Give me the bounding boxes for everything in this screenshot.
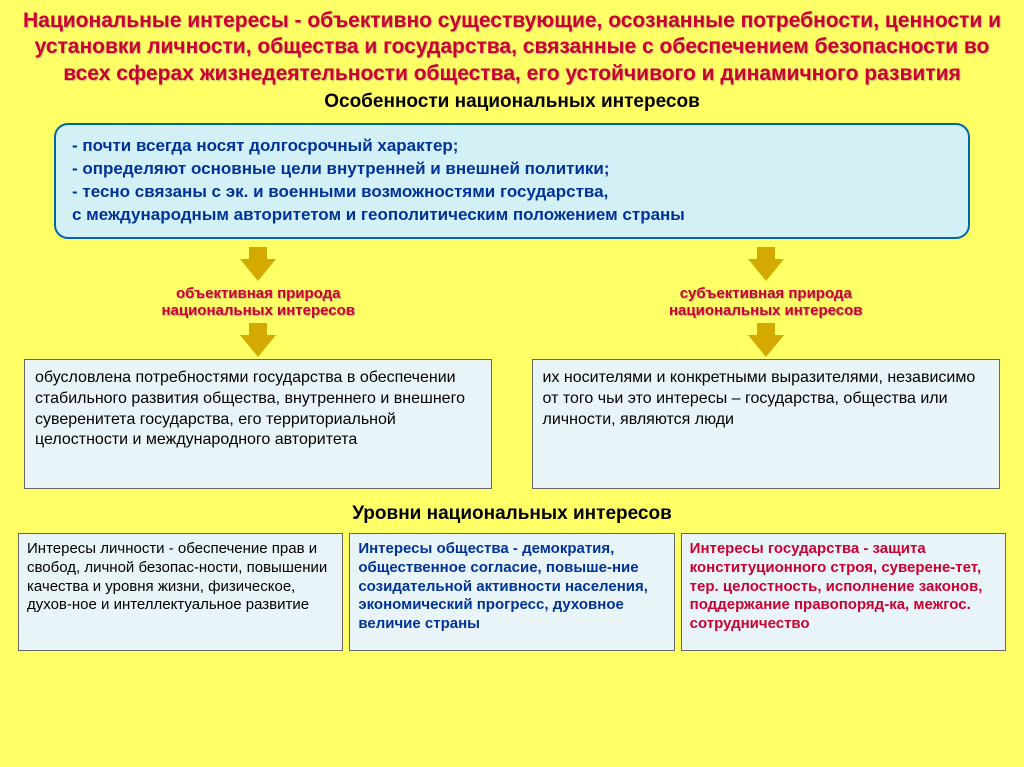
feature-line: с международным авторитетом и геополитич…	[72, 204, 952, 227]
level-state: Интересы государства - защита конституци…	[681, 533, 1006, 651]
arrow-down-icon	[748, 335, 784, 357]
level-society: Интересы общества - демократия, обществе…	[349, 533, 674, 651]
arrow-down-icon	[240, 259, 276, 281]
feature-line: - определяют основные цели внутренней и …	[72, 158, 952, 181]
arrow-down-icon	[748, 259, 784, 281]
subjective-column: субъективная природанациональных интерес…	[532, 247, 1000, 490]
subjective-box: их носителями и конкретными выразителями…	[532, 359, 1000, 489]
arrow-down-icon	[240, 335, 276, 357]
features-subtitle: Особенности национальных интересов	[14, 91, 1010, 113]
level-personal: Интересы личности - обеспечение прав и с…	[18, 533, 343, 651]
main-title: Национальные интересы - объективно сущес…	[14, 8, 1010, 87]
objective-label: объективная природанациональных интересо…	[161, 285, 355, 320]
levels-row: Интересы личности - обеспечение прав и с…	[18, 533, 1006, 651]
objective-column: объективная природанациональных интересо…	[24, 247, 492, 490]
feature-line: - почти всегда носят долгосрочный характ…	[72, 135, 952, 158]
subjective-label: субъективная природанациональных интерес…	[669, 285, 863, 320]
levels-title: Уровни национальных интересов	[14, 503, 1010, 525]
nature-columns: объективная природанациональных интересо…	[24, 247, 1000, 490]
features-box: - почти всегда носят долгосрочный характ…	[54, 123, 970, 239]
feature-line: - тесно связаны с эк. и военными возможн…	[72, 181, 952, 204]
objective-box: обусловлена потребностями государства в …	[24, 359, 492, 489]
